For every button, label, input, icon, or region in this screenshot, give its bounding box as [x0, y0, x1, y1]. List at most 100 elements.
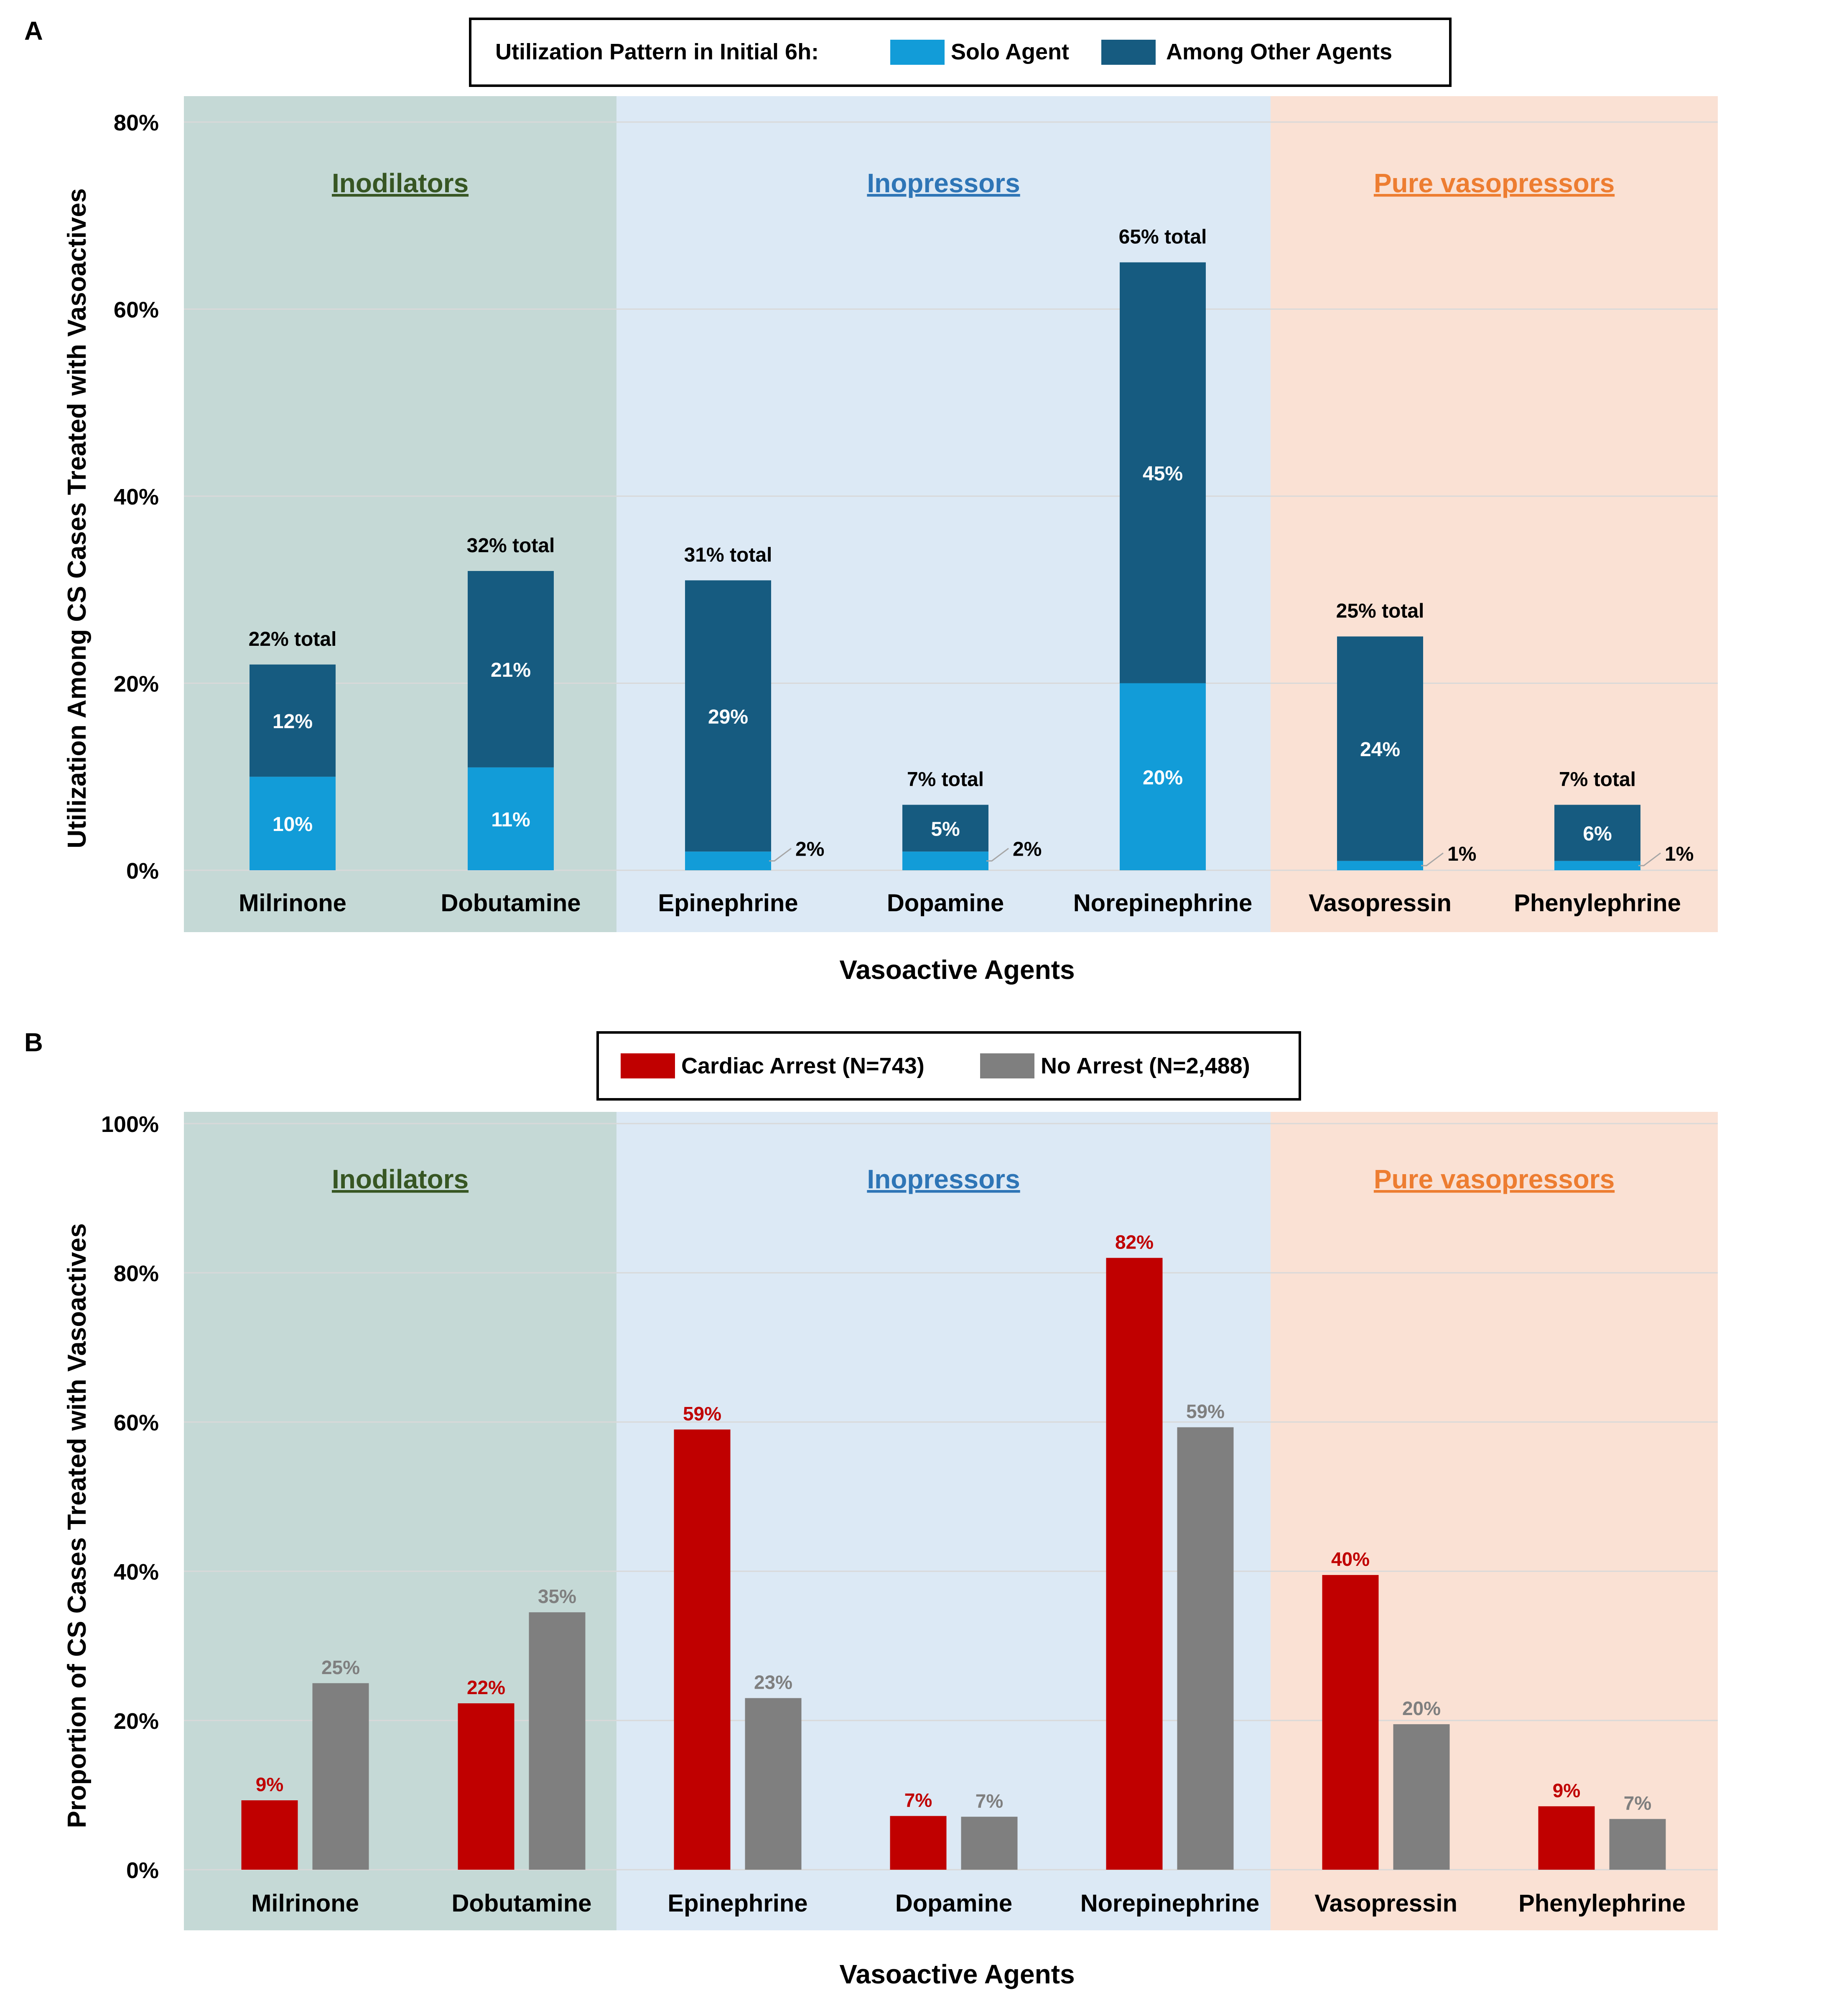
- bar-noarrest-epinephrine: [745, 1698, 802, 1870]
- x-tick-label-norepinephrine: Norepinephrine: [1080, 1890, 1260, 1917]
- data-label-noarrest-dopamine: 7%: [976, 1790, 1003, 1812]
- bar-noarrest-milrinone: [312, 1683, 369, 1870]
- data-label-among-vasopressin: 24%: [1360, 739, 1400, 761]
- panel-b-y-axis-label: Proportion of CS Cases Treated with Vaso…: [63, 1223, 92, 1828]
- data-label-noarrest-norepinephrine: 59%: [1186, 1400, 1225, 1422]
- panel-a-x-axis-label: Vasoactive Agents: [839, 955, 1075, 985]
- x-tick-label-epinephrine: Epinephrine: [667, 1890, 807, 1917]
- bar-arrest-vasopressin: [1322, 1575, 1379, 1870]
- data-label-total-vasopressin: 25% total: [1336, 600, 1424, 622]
- data-label-solo-epinephrine: 2%: [795, 839, 824, 861]
- panel-b-bars: [241, 1258, 1666, 1870]
- bar-arrest-phenylephrine: [1538, 1806, 1595, 1870]
- leader-line-solo-epinephrine: [769, 848, 792, 862]
- panel-a-legend-label-solo: Solo Agent: [951, 39, 1069, 64]
- group-title-pure-vasopressors: Pure vasopressors: [1374, 1164, 1615, 1194]
- panel-a-bars: [250, 262, 1640, 870]
- panel-b-letter: B: [24, 1028, 43, 1057]
- data-label-solo-dopamine: 2%: [1013, 839, 1042, 861]
- bar-noarrest-dobutamine: [529, 1612, 586, 1870]
- bar-among-epinephrine: [685, 580, 771, 852]
- bar-solo-dopamine: [902, 851, 988, 870]
- bar-among-dopamine: [902, 805, 988, 852]
- bar-solo-vasopressin: [1337, 861, 1423, 870]
- panel-a-y-tick-label: 20%: [114, 672, 159, 697]
- panel-b-gridlines: [184, 1123, 1718, 1871]
- x-tick-label-milrinone: Milrinone: [251, 1890, 359, 1917]
- data-label-among-phenylephrine: 6%: [1583, 823, 1612, 845]
- leader-line-solo-phenylephrine: [1638, 852, 1661, 867]
- panel-a-y-tick-label: 60%: [114, 298, 159, 323]
- data-label-solo-milrinone: 10%: [273, 813, 313, 836]
- x-tick-label-vasopressin: Vasopressin: [1314, 1890, 1457, 1917]
- panel-a-group-titles: Inodilators Inopressors Pure vasopressors: [332, 168, 1615, 198]
- data-label-arrest-dopamine: 7%: [904, 1789, 932, 1811]
- leader-line-solo-vasopressin: [1421, 852, 1444, 867]
- group-title-pure-vasopressors: Pure vasopressors: [1374, 168, 1615, 198]
- data-label-solo-phenylephrine: 1%: [1665, 843, 1694, 865]
- panel-b-y-tick-label: 0%: [126, 1858, 159, 1883]
- x-tick-label-dobutamine: Dobutamine: [451, 1890, 591, 1917]
- bar-solo-dobutamine: [468, 767, 554, 870]
- panel-a-legend-box: [469, 18, 1452, 87]
- bar-arrest-dobutamine: [458, 1703, 515, 1870]
- bar-among-norepinephrine: [1120, 262, 1206, 683]
- x-tick-label-norepinephrine: Norepinephrine: [1073, 889, 1253, 917]
- bar-among-vasopressin: [1337, 636, 1423, 861]
- bar-noarrest-phenylephrine: [1609, 1819, 1666, 1870]
- group-title-inodilators: Inodilators: [332, 1164, 469, 1194]
- x-tick-label-dobutamine: Dobutamine: [441, 889, 581, 917]
- bar-noarrest-vasopressin: [1393, 1724, 1450, 1870]
- bar-arrest-milrinone: [241, 1800, 298, 1870]
- data-label-solo-vasopressin: 1%: [1447, 843, 1476, 865]
- data-label-total-phenylephrine: 7% total: [1559, 768, 1636, 790]
- data-label-arrest-epinephrine: 59%: [683, 1403, 721, 1425]
- bar-arrest-dopamine: [890, 1816, 947, 1870]
- bar-arrest-epinephrine: [674, 1429, 731, 1870]
- panel-b-legend-label-noarrest: No Arrest (N=2,488): [1041, 1053, 1250, 1078]
- bar-noarrest-norepinephrine: [1177, 1427, 1234, 1870]
- panel-b-y-tick-labels: 0% 20% 40% 60% 80% 100%: [101, 1112, 159, 1883]
- x-tick-label-phenylephrine: Phenylephrine: [1518, 1890, 1686, 1917]
- panel-a-x-tick-labels: Milrinone Dobutamine Epinephrine Dopamine No…: [239, 889, 1681, 917]
- panel-a-y-tick-label: 80%: [114, 110, 159, 135]
- panel-b-group-titles: Inodilators Inopressors Pure vasopressors: [332, 1164, 1615, 1194]
- bar-among-dobutamine: [468, 571, 554, 767]
- bar-solo-epinephrine: [685, 851, 771, 870]
- panel-b-legend-box: [596, 1031, 1301, 1101]
- data-label-arrest-dobutamine: 22%: [467, 1677, 505, 1698]
- x-tick-label-epinephrine: Epinephrine: [658, 889, 798, 917]
- bar-solo-milrinone: [250, 777, 336, 870]
- panel-b-x-tick-labels: Milrinone Dobutamine Epinephrine Dopamine No…: [251, 1890, 1686, 1917]
- panel-a-letter: A: [24, 17, 43, 46]
- group-title-inodilators: Inodilators: [332, 168, 469, 198]
- data-label-noarrest-vasopressin: 20%: [1402, 1697, 1441, 1719]
- bar-solo-phenylephrine: [1554, 861, 1640, 870]
- panel-a-legend-swatch-solo: [890, 40, 945, 65]
- panel-b-y-tick-label: 80%: [114, 1261, 159, 1286]
- bar-arrest-norepinephrine: [1106, 1258, 1163, 1870]
- data-label-noarrest-dobutamine: 35%: [538, 1585, 576, 1607]
- panel-b-legend-label-arrest: Cardiac Arrest (N=743): [681, 1053, 925, 1078]
- panel-a-legend-title: Utilization Pattern in Initial 6h:: [495, 39, 819, 64]
- data-label-total-norepinephrine: 65% total: [1119, 226, 1207, 248]
- panel-a-legend-label-among: Among Other Agents: [1166, 39, 1392, 64]
- leader-line-solo-dopamine: [986, 848, 1009, 862]
- data-label-arrest-vasopressin: 40%: [1331, 1548, 1370, 1570]
- panel-b-y-tick-label: 60%: [114, 1410, 159, 1435]
- x-tick-label-dopamine: Dopamine: [895, 1890, 1012, 1917]
- bar-noarrest-dopamine: [961, 1817, 1018, 1870]
- data-label-noarrest-phenylephrine: 7%: [1624, 1792, 1651, 1814]
- data-label-among-dopamine: 5%: [931, 818, 960, 840]
- panel-b-data-labels: 9% 25% 22% 35% 59% 23% 7% 7% 82% 59% 40% 20% 9% 7%: [256, 1231, 1651, 1814]
- data-label-arrest-norepinephrine: 82%: [1115, 1231, 1154, 1253]
- data-label-noarrest-milrinone: 25%: [321, 1657, 360, 1678]
- panel-a-y-tick-label: 0%: [126, 859, 159, 884]
- data-label-solo-dobutamine: 11%: [491, 809, 530, 831]
- panel-b-y-tick-label: 100%: [101, 1112, 159, 1137]
- panel-a-legend: Utilization Pattern in Initial 6h: Solo …: [469, 18, 1452, 87]
- panel-a-legend-swatch-among: [1101, 40, 1156, 65]
- x-tick-label-milrinone: Milrinone: [239, 889, 346, 917]
- panel-b-y-tick-label: 20%: [114, 1709, 159, 1734]
- panel-b-legend-swatch-arrest: [621, 1053, 675, 1078]
